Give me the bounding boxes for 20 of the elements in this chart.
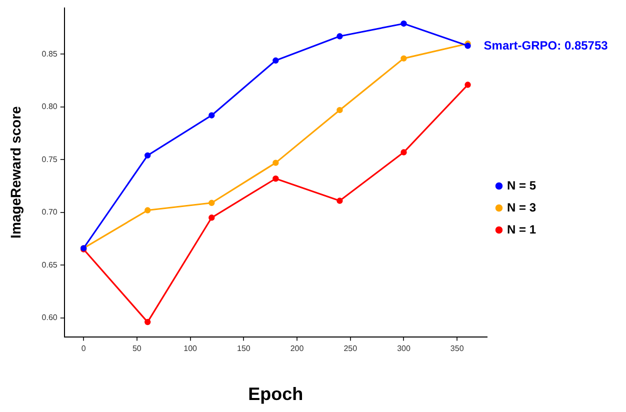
x-tick-label: 300 — [397, 344, 411, 353]
y-tick-label: 0.70 — [42, 208, 58, 217]
x-tick-label: 150 — [236, 344, 251, 353]
y-tick-label: 0.85 — [42, 49, 58, 58]
y-tick-label: 0.65 — [42, 260, 58, 270]
x-tick-label: 0 — [81, 344, 86, 353]
x-tick-label: 50 — [132, 344, 142, 353]
y-tick-label: 0.75 — [42, 154, 58, 164]
x-tick-label: 250 — [344, 344, 358, 353]
x-axis-title: Epoch — [248, 384, 304, 404]
y-tick-label: 0.60 — [42, 313, 58, 322]
legend-label: N = 3 — [506, 200, 536, 214]
annotation: Smart-GRPO: 0.85753 — [484, 38, 608, 53]
y-tick-label: 0.80 — [42, 102, 58, 112]
legend-label: N = 5 — [506, 178, 536, 192]
legend-label: N = 1 — [506, 222, 536, 236]
x-tick-label: 100 — [184, 344, 198, 353]
x-tick-label: 200 — [290, 344, 304, 353]
x-tick-label: 350 — [450, 344, 464, 353]
y-axis-title: ImageReward score — [7, 106, 24, 238]
